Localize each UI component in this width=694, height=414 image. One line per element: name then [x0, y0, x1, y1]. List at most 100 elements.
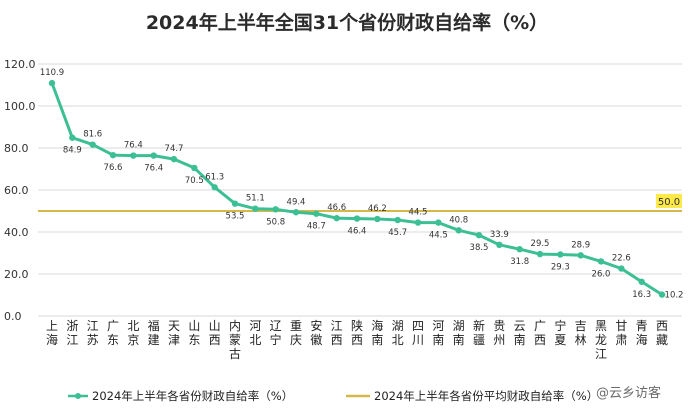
watermark-text: @云乡访客	[596, 386, 662, 401]
data-label: 61.3	[205, 172, 224, 182]
data-point	[516, 246, 523, 253]
x-tick-label: 浙江	[66, 319, 78, 347]
data-point	[577, 252, 584, 259]
data-point	[414, 219, 422, 226]
x-tick-label: 甘肃	[615, 319, 627, 347]
x-tick-label: 海南	[371, 318, 383, 347]
x-tick-label: 安徽	[310, 318, 322, 347]
y-tick-label: 60.0	[4, 184, 29, 197]
data-label: 26.0	[592, 269, 611, 279]
x-tick-label: 北京	[127, 319, 139, 347]
x-tick-label: 贵州	[493, 319, 505, 347]
data-point	[455, 227, 462, 234]
data-point	[130, 152, 137, 159]
data-label: 53.5	[226, 212, 245, 222]
y-tick-label: 100.0	[4, 100, 36, 113]
data-point	[597, 258, 605, 265]
data-point	[292, 209, 300, 216]
data-point	[435, 219, 442, 226]
series-line	[50, 81, 664, 297]
y-tick-label: 20.0	[4, 268, 29, 281]
legend-label: 2024年上半年各省份财政自给率（%）	[92, 389, 293, 403]
data-label: 28.9	[571, 240, 590, 250]
data-point	[638, 278, 645, 285]
x-tick-label: 广东	[107, 319, 119, 347]
data-label: 74.7	[165, 144, 184, 154]
data-point	[69, 134, 76, 141]
data-point	[252, 205, 259, 212]
data-point	[191, 164, 198, 172]
x-tick-label: 内蒙古	[229, 319, 241, 361]
x-tick-label: 天津	[168, 319, 180, 347]
x-tick-label: 上海	[46, 319, 58, 347]
data-label: 44.5	[429, 231, 448, 241]
y-tick-label: 120.0	[4, 58, 36, 71]
legend-label: 2024年上半年各省份平均财政自给率（%）	[374, 389, 598, 403]
data-point	[313, 210, 320, 217]
y-tick-label: 40.0	[4, 226, 29, 239]
data-point	[394, 216, 401, 224]
x-tick-label: 宁夏	[554, 318, 566, 347]
data-point	[211, 184, 218, 191]
x-tick-label: 云南	[514, 319, 526, 347]
data-label: 81.6	[83, 130, 102, 140]
data-label: 70.5	[185, 176, 204, 186]
data-label: 76.4	[144, 164, 163, 174]
data-point	[333, 214, 340, 222]
data-label: 51.1	[246, 194, 265, 204]
data-point	[536, 250, 544, 258]
data-point	[374, 215, 381, 223]
data-point	[272, 206, 279, 213]
x-tick-label: 陕西	[351, 318, 363, 347]
data-label: 40.8	[449, 215, 468, 225]
x-tick-label: 四川	[412, 319, 424, 347]
data-point	[496, 241, 503, 249]
x-tick-label: 河北	[249, 319, 261, 347]
data-point	[557, 251, 564, 258]
x-tick-label: 辽宁	[270, 319, 282, 347]
data-label: 29.3	[551, 262, 570, 272]
data-point	[109, 151, 117, 159]
data-label: 10.2	[665, 291, 684, 301]
average-label: 50.0	[658, 197, 680, 208]
legend-marker-dot	[75, 393, 81, 399]
data-label: 46.2	[368, 204, 387, 214]
data-label: 84.9	[63, 146, 82, 156]
x-tick-label: 湖北	[392, 318, 404, 347]
data-label: 45.7	[388, 228, 407, 238]
data-label: 49.4	[287, 197, 306, 207]
data-label: 31.8	[510, 257, 529, 267]
chart-title: 2024年上半年全国31个省份财政自给率（%）	[145, 12, 549, 34]
data-label: 76.6	[104, 163, 123, 173]
x-tick-label: 广西	[534, 319, 546, 347]
data-label: 22.6	[612, 254, 631, 264]
data-label: 46.4	[348, 227, 367, 237]
data-point	[231, 200, 239, 207]
x-tick-label: 山东	[188, 319, 200, 347]
x-tick-label: 西藏	[656, 319, 668, 347]
data-label: 46.6	[327, 203, 346, 213]
x-tick-label: 河南	[432, 319, 444, 347]
data-point	[89, 141, 96, 148]
data-label: 16.3	[632, 290, 651, 300]
data-point	[353, 215, 361, 222]
data-point	[618, 265, 625, 272]
data-label: 33.9	[490, 230, 509, 240]
data-point	[48, 79, 56, 87]
x-tick-label: 青海	[636, 319, 648, 347]
data-label: 50.8	[266, 217, 285, 227]
x-tick-label: 新疆	[473, 318, 485, 347]
y-tick-label: 80.0	[4, 142, 29, 155]
data-label: 44.5	[409, 208, 428, 218]
x-tick-label: 吉林	[575, 319, 587, 347]
data-label: 48.7	[307, 222, 326, 232]
x-tick-label: 江西	[331, 319, 343, 347]
y-tick-label: 0.0	[4, 310, 22, 323]
data-point	[658, 291, 666, 298]
data-label: 76.4	[124, 141, 143, 151]
x-tick-label: 黑龙江	[595, 319, 607, 361]
x-tick-label: 福建	[148, 318, 160, 347]
x-tick-label: 江苏	[87, 319, 99, 347]
